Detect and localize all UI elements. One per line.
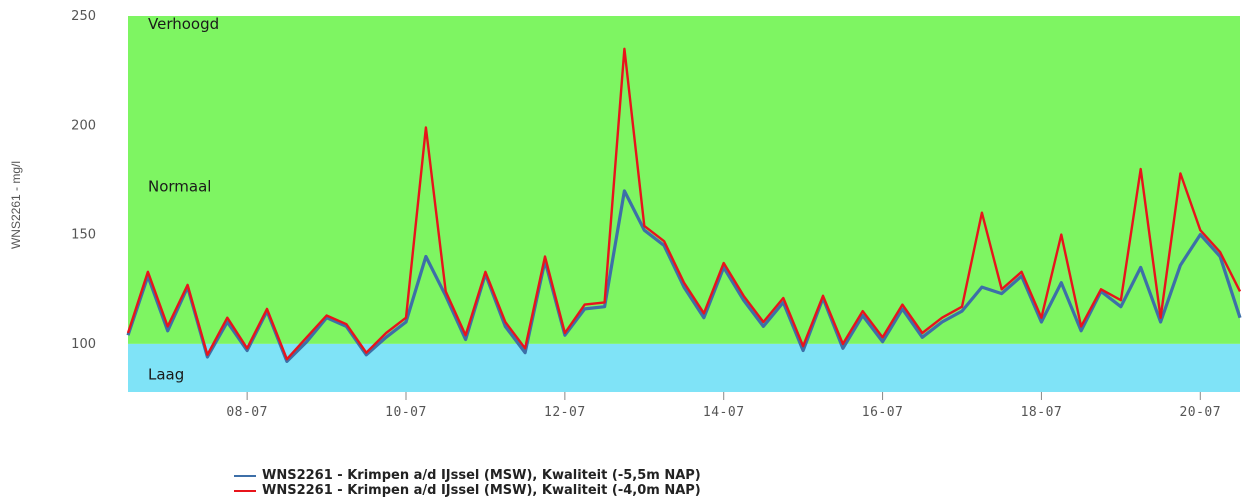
x-tick-label-20-07: 20-07 [1179,405,1221,420]
x-axis: 08-07 10-07 12-07 14-07 16-07 18-07 20-07 [226,392,1221,420]
x-tick-label-16-07: 16-07 [862,405,904,420]
bands-layer: Verhoogd Normaal Laag [128,15,1240,392]
x-tick-label-18-07: 18-07 [1021,405,1063,420]
legend-label-series-2: WNS2261 - Krimpen a/d IJssel (MSW), Kwal… [262,483,701,498]
x-tick-label-12-07: 12-07 [544,405,586,420]
series-line-2 [126,47,1242,361]
band-label-laag: Laag [148,366,184,384]
band-label-verhoogd: Verhoogd [148,15,219,33]
y-tick-label-200: 200 [71,118,96,133]
band-label-normaal: Normaal [148,178,211,196]
legend-label-series-1: WNS2261 - Krimpen a/d IJssel (MSW), Kwal… [262,468,701,483]
band-laag [128,343,1240,392]
y-tick-label-100: 100 [71,337,96,352]
y-tick-label-250: 250 [71,9,96,24]
line-chart: Verhoogd Normaal Laag 100 150 200 250 08-07 10… [9,9,1242,420]
series-line-1 [126,189,1242,363]
series-layer [126,47,1242,363]
legend-item-series-2[interactable]: WNS2261 - Krimpen a/d IJssel (MSW), Kwal… [234,483,701,498]
legend-swatch-series-2 [234,489,256,492]
legend-swatch-series-1 [234,474,256,477]
y-axis-title: WNS2261 - mg/l [9,161,23,249]
y-tick-label-150: 150 [71,228,96,243]
x-tick-label-08-07: 08-07 [226,405,268,420]
x-tick-label-14-07: 14-07 [703,405,745,420]
x-tick-label-10-07: 10-07 [385,405,427,420]
legend: WNS2261 - Krimpen a/d IJssel (MSW), Kwal… [234,468,701,498]
y-axis: 100 150 200 250 [71,9,96,352]
legend-item-series-1[interactable]: WNS2261 - Krimpen a/d IJssel (MSW), Kwal… [234,468,701,483]
